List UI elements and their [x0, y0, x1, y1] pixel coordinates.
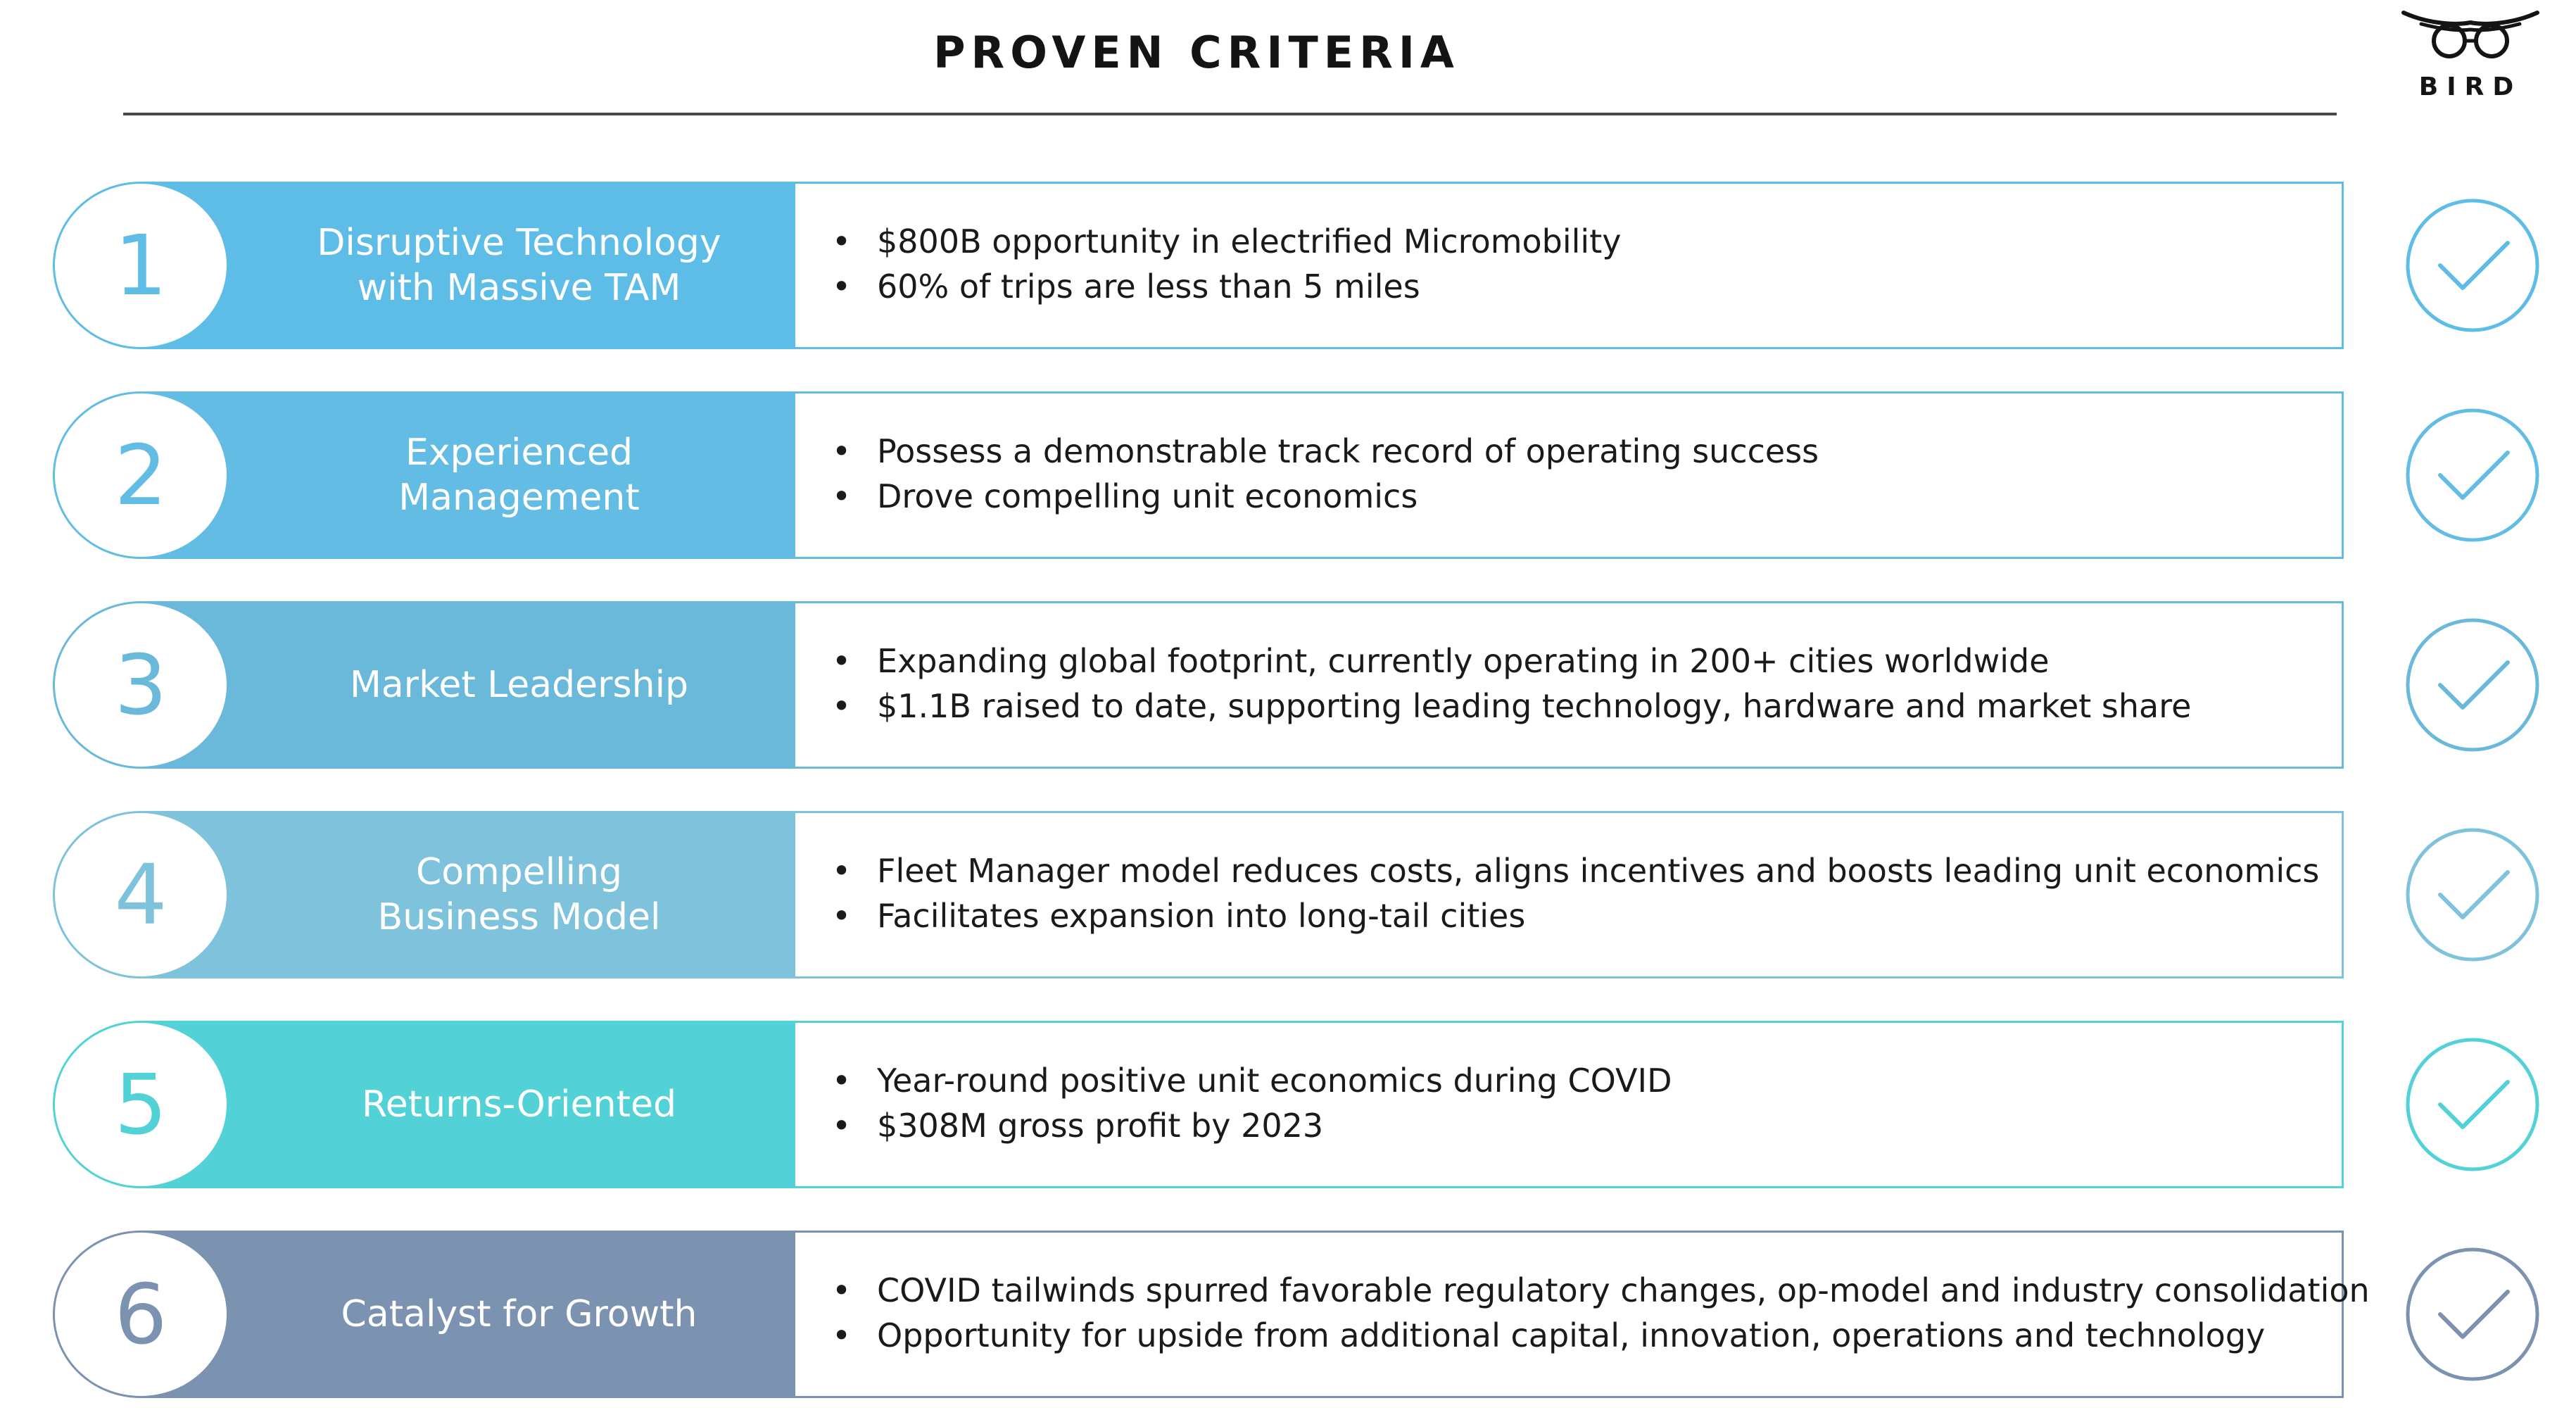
criteria-label: Compelling Business Model: [377, 851, 661, 938]
criteria-row: Returns-Oriented 5 • Year-round positive un…: [53, 1021, 2344, 1188]
bullet-dot-icon: •: [832, 1107, 852, 1145]
check-circle-icon: [2406, 199, 2539, 332]
bullet-item: • $800B opportunity in electrified Microm…: [832, 219, 1621, 264]
criteria-number: 6: [53, 1231, 229, 1398]
bullet-dot-icon: •: [832, 897, 852, 935]
bullet-dot-icon: •: [832, 1271, 852, 1309]
bullet-dot-icon: •: [832, 222, 852, 260]
bullet-dot-icon: •: [832, 268, 852, 306]
criteria-label: Market Leadership: [349, 664, 689, 706]
bullet-item: • $308M gross profit by 2023: [832, 1103, 1672, 1148]
criteria-color-band: [144, 1021, 795, 1188]
criteria-color-band: [144, 1231, 795, 1398]
bullet-dot-icon: •: [832, 1316, 852, 1354]
criteria-row: Compelling Business Model 4 • Fleet Manager…: [53, 811, 2344, 979]
bullet-item: • Possess a demonstrable track record of …: [832, 429, 1819, 474]
criteria-number: 2: [53, 391, 229, 559]
bullet-text: Fleet Manager model reduces costs, align…: [877, 852, 2320, 890]
bullet-text: Expanding global footprint, currently op…: [877, 642, 2050, 680]
criteria-details: • Fleet Manager model reduces costs, alig…: [795, 811, 2344, 979]
bullet-list: • COVID tailwinds spurred favorable regul…: [832, 1268, 2370, 1358]
bullet-item: • 60% of trips are less than 5 miles: [832, 264, 1621, 309]
bullet-dot-icon: •: [832, 687, 852, 725]
criteria-row: Disruptive Technology with Massive TAM 1 •…: [53, 182, 2344, 349]
criteria-color-band: [144, 601, 795, 769]
criteria-color-band: [144, 811, 795, 979]
check-circle-icon: [2406, 828, 2539, 962]
criteria-details: • Year-round positive unit economics duri…: [795, 1021, 2344, 1188]
bullet-text: Facilitates expansion into long-tail cit…: [877, 897, 1526, 935]
criteria-label: Catalyst for Growth: [341, 1293, 697, 1335]
title-divider: [123, 113, 2337, 115]
criteria-row: Catalyst for Growth 6 • COVID tailwinds spu…: [53, 1231, 2370, 1398]
bullet-dot-icon: •: [832, 477, 852, 515]
bullet-item: • Opportunity for upside from additional …: [832, 1313, 2370, 1358]
criteria-details: • Expanding global footprint, currently o…: [795, 601, 2344, 769]
bullet-list: • Fleet Manager model reduces costs, alig…: [832, 848, 2319, 938]
criteria-label: Experienced Management: [398, 432, 640, 519]
bullet-text: $308M gross profit by 2023: [877, 1107, 1324, 1145]
criteria-label: Disruptive Technology with Massive TAM: [317, 222, 721, 309]
bullet-text: Opportunity for upside from additional c…: [877, 1316, 2266, 1354]
bullet-item: • Drove compelling unit economics: [832, 474, 1819, 519]
bird-logo: BIRD: [2393, 0, 2548, 106]
logo-text: BIRD: [2418, 73, 2523, 101]
bullet-text: $800B opportunity in electrified Micromo…: [877, 222, 1622, 260]
bullet-text: 60% of trips are less than 5 miles: [877, 268, 1420, 306]
bullet-dot-icon: •: [832, 432, 852, 470]
bullet-text: $1.1B raised to date, supporting leading…: [877, 687, 2192, 725]
criteria-color-band: [144, 391, 795, 559]
criteria-number: 3: [53, 601, 229, 769]
check-circle-icon: [2406, 1247, 2539, 1381]
bullet-list: • $800B opportunity in electrified Microm…: [832, 219, 1621, 309]
bullet-item: • COVID tailwinds spurred favorable regul…: [832, 1268, 2370, 1313]
page-title: PROVEN CRITERIA: [933, 27, 1460, 78]
bullet-text: Year-round positive unit economics durin…: [877, 1062, 1672, 1100]
bullet-item: • Facilitates expansion into long-tail ci…: [832, 893, 2319, 938]
bullet-list: • Year-round positive unit economics duri…: [832, 1058, 1672, 1148]
bullet-item: • Fleet Manager model reduces costs, alig…: [832, 848, 2319, 893]
bullet-item: • $1.1B raised to date, supporting leadin…: [832, 684, 2191, 729]
bullet-item: • Expanding global footprint, currently o…: [832, 638, 2191, 684]
criteria-label: Returns-Oriented: [362, 1083, 676, 1126]
bullet-list: • Possess a demonstrable track record of …: [832, 429, 1819, 519]
criteria-number: 4: [53, 811, 229, 979]
criteria-number: 1: [53, 182, 229, 349]
bullet-item: • Year-round positive unit economics duri…: [832, 1058, 1672, 1103]
bullet-text: Possess a demonstrable track record of o…: [877, 432, 1819, 470]
bullet-list: • Expanding global footprint, currently o…: [832, 638, 2191, 729]
criteria-row: Market Leadership 3 • Expanding global foot…: [53, 601, 2344, 769]
bullet-text: COVID tailwinds spurred favorable regula…: [877, 1271, 2370, 1309]
criteria-color-band: [144, 182, 795, 349]
criteria-details: • COVID tailwinds spurred favorable regul…: [795, 1231, 2370, 1398]
bullet-dot-icon: •: [832, 642, 852, 680]
check-circle-icon: [2406, 408, 2539, 542]
criteria-details: • $800B opportunity in electrified Microm…: [795, 182, 2344, 349]
criteria-details: • Possess a demonstrable track record of …: [795, 391, 2344, 559]
bird-logo-icon: [2401, 11, 2539, 58]
bullet-dot-icon: •: [832, 1062, 852, 1100]
bullet-dot-icon: •: [832, 852, 852, 890]
criteria-number: 5: [53, 1021, 229, 1188]
bullet-text: Drove compelling unit economics: [877, 477, 1418, 515]
check-circle-icon: [2406, 1038, 2539, 1171]
criteria-row: Experienced Management 2 • Possess a demons…: [53, 391, 2344, 559]
check-circle-icon: [2406, 618, 2539, 752]
